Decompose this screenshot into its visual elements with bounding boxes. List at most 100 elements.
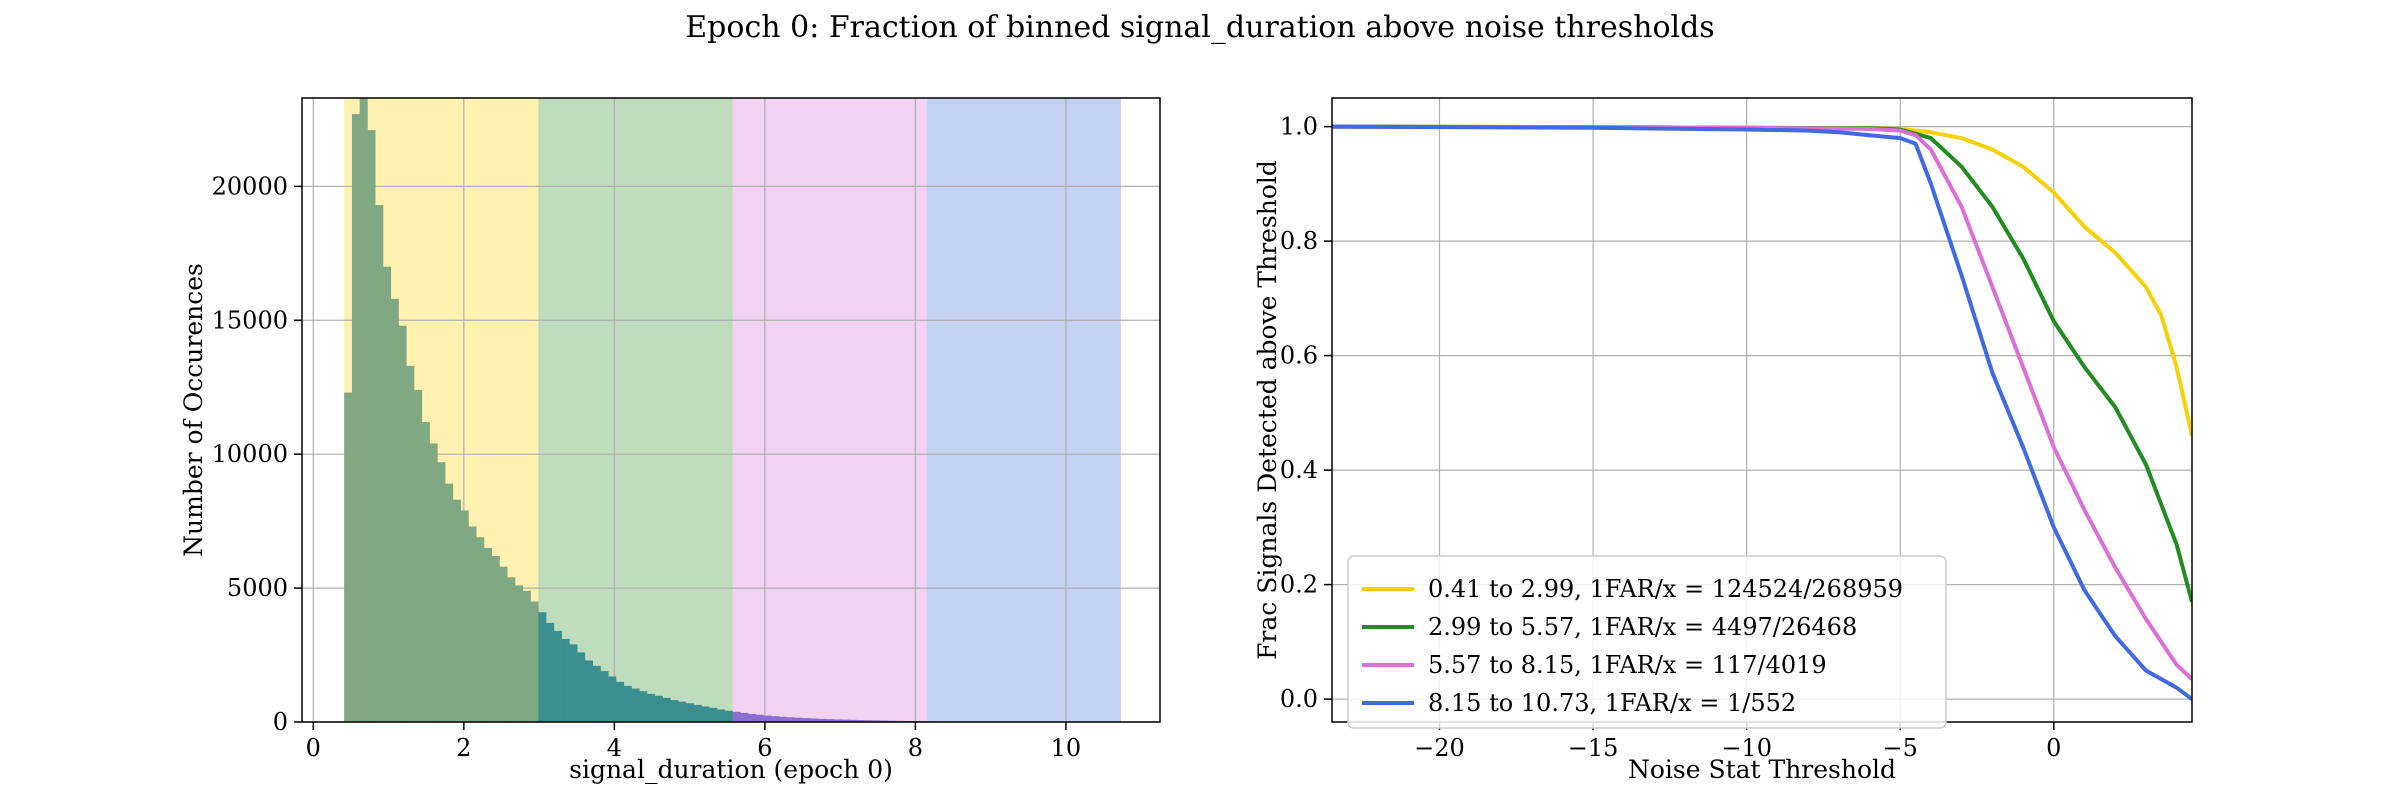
line-ytick-label: 0.0 bbox=[1280, 685, 1318, 713]
histogram-bar bbox=[654, 695, 663, 722]
histogram-chart: 0 2 4 6 8 10 0 5000 10000 15000 20000 signal_durati… bbox=[179, 97, 1161, 784]
histogram-bar bbox=[367, 130, 376, 723]
histogram-bar bbox=[693, 704, 702, 722]
figure-title: Epoch 0: Fraction of binned signal_durat… bbox=[685, 10, 1715, 45]
line-xlabel: Noise Stat Threshold bbox=[1628, 755, 1896, 784]
histogram-band-3 bbox=[926, 98, 1121, 722]
histogram-bar bbox=[755, 714, 764, 722]
histogram-xtick-label: 10 bbox=[1051, 734, 1082, 762]
legend-label-2: 5.57 to 8.15, 1FAR/x = 117/4019 bbox=[1428, 651, 1827, 679]
histogram-xlabel: signal_duration (epoch 0) bbox=[569, 755, 893, 784]
line-ytick-label: 0.2 bbox=[1280, 571, 1318, 599]
histogram-bar bbox=[382, 266, 392, 722]
histogram-bar bbox=[553, 630, 562, 722]
histogram-bar bbox=[429, 443, 438, 722]
histogram-bar bbox=[817, 718, 827, 722]
histogram-bar bbox=[359, 98, 368, 722]
line-ytick-label: 1.0 bbox=[1280, 113, 1318, 141]
histogram-bar bbox=[825, 719, 834, 722]
histogram-bar bbox=[522, 590, 531, 722]
histogram-bar bbox=[351, 114, 360, 723]
legend-box bbox=[1347, 555, 1947, 729]
line-ytick-label: 0.6 bbox=[1280, 342, 1318, 370]
histogram-bar bbox=[344, 392, 353, 722]
histogram-bar bbox=[515, 585, 524, 722]
histogram-xtick-label: 8 bbox=[908, 734, 923, 762]
histogram-bar bbox=[740, 712, 749, 722]
line-series-1 bbox=[1332, 124, 2192, 603]
histogram-bar bbox=[623, 685, 632, 722]
line-series-0 bbox=[1332, 124, 2192, 437]
histogram-bar bbox=[779, 716, 788, 722]
histogram-bar bbox=[546, 622, 555, 722]
histogram-bar bbox=[647, 693, 656, 722]
line-xtick-label: −5 bbox=[1883, 734, 1918, 762]
histogram-bar bbox=[483, 547, 493, 722]
histogram-bar bbox=[763, 715, 772, 722]
histogram-bar bbox=[856, 720, 865, 722]
histogram-bar bbox=[569, 644, 578, 722]
histogram-ytick-label: 10000 bbox=[212, 440, 288, 468]
histogram-bar bbox=[600, 671, 609, 722]
histogram-bar bbox=[872, 720, 881, 722]
histogram-bar bbox=[507, 577, 516, 722]
line-xtick-label: 0 bbox=[2046, 734, 2061, 762]
histogram-bar bbox=[786, 717, 795, 722]
histogram-bar bbox=[639, 691, 648, 722]
histogram-bar bbox=[833, 719, 842, 722]
line-series-2 bbox=[1332, 124, 2192, 681]
histogram-bar bbox=[530, 601, 539, 722]
histogram-bar bbox=[685, 703, 694, 722]
histogram-bar bbox=[445, 483, 454, 722]
histogram-bar bbox=[771, 716, 780, 722]
histogram-bar bbox=[577, 652, 586, 722]
histogram-bar bbox=[499, 566, 508, 722]
histogram-bar bbox=[732, 711, 741, 722]
histogram-bar bbox=[561, 638, 570, 722]
histogram-bar bbox=[864, 720, 873, 722]
histogram-bar bbox=[398, 325, 407, 722]
line-series-3 bbox=[1332, 124, 2192, 701]
line-xtick-label: −15 bbox=[1568, 734, 1619, 762]
histogram-bar bbox=[794, 717, 803, 722]
histogram-ytick-label: 5000 bbox=[227, 574, 288, 602]
histogram-xtick-label: 6 bbox=[757, 734, 772, 762]
legend-label-3: 8.15 to 10.73, 1FAR/x = 1/552 bbox=[1428, 689, 1796, 717]
histogram-bar bbox=[716, 709, 726, 722]
histogram-bar bbox=[810, 718, 819, 722]
histogram-bar bbox=[390, 298, 399, 722]
histogram-bar bbox=[414, 389, 423, 722]
line-ytick-label: 0.4 bbox=[1280, 456, 1318, 484]
histogram-bar bbox=[670, 700, 679, 722]
histogram-xtick-label: 2 bbox=[456, 734, 471, 762]
histogram-bar bbox=[491, 555, 500, 722]
line-chart: −20 −15 −10 −5 0 0.0 0.2 0.4 0.6 0.8 1.0 Noise Stat… bbox=[1253, 97, 2193, 784]
histogram-bar bbox=[849, 719, 858, 722]
histogram-bar bbox=[460, 510, 469, 722]
histogram-bar bbox=[592, 665, 601, 722]
histogram-bar bbox=[468, 526, 477, 722]
histogram-ytick-label: 0 bbox=[273, 708, 288, 736]
legend-label-0: 0.41 to 2.99, 1FAR/x = 124524/268959 bbox=[1428, 575, 1903, 603]
histogram-xtick-label: 4 bbox=[607, 734, 622, 762]
histogram-bar bbox=[724, 710, 733, 722]
histogram-bar bbox=[748, 713, 757, 722]
histogram-bar bbox=[406, 365, 415, 722]
histogram-ylabel: Number of Occurences bbox=[179, 263, 208, 557]
histogram-bar bbox=[584, 660, 593, 722]
histogram-frame bbox=[301, 97, 1161, 723]
line-xtick-label: −20 bbox=[1414, 734, 1465, 762]
line-ytick-label: 0.8 bbox=[1280, 227, 1318, 255]
histogram-ytick-label: 15000 bbox=[212, 306, 288, 334]
line-xtick-label: −10 bbox=[1721, 734, 1772, 762]
legend-label-1: 2.99 to 5.57, 1FAR/x = 4497/26468 bbox=[1428, 613, 1857, 641]
histogram-bar bbox=[452, 499, 461, 722]
histogram-bar bbox=[615, 681, 625, 722]
histogram-bar bbox=[608, 676, 617, 722]
histogram-bar bbox=[841, 719, 850, 722]
histogram-band-2 bbox=[732, 98, 927, 722]
histogram-bar bbox=[421, 422, 430, 722]
histogram-bar bbox=[678, 701, 687, 722]
